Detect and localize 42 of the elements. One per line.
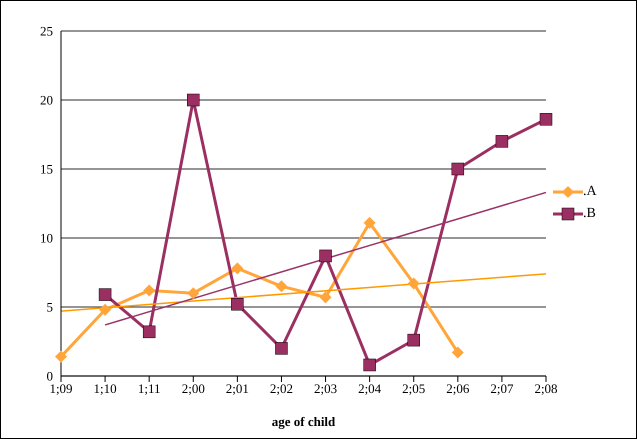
legend-label: .B	[583, 206, 596, 222]
y-tick-label: 20	[40, 92, 53, 108]
x-tick-label: 2;00	[182, 381, 205, 396]
point	[55, 350, 67, 363]
point	[408, 278, 420, 290]
point	[98, 288, 112, 301]
x-tick-label: 1;11	[138, 381, 160, 396]
x-tick-label: 2;02	[270, 381, 294, 396]
point	[363, 358, 376, 372]
point	[99, 304, 112, 316]
x-tick-label: 2;07	[490, 381, 514, 396]
legend-label: .A	[583, 184, 597, 200]
y-tick-label: 0	[46, 368, 53, 384]
point	[320, 291, 332, 304]
x-tick-label: 2;06	[446, 381, 470, 396]
point	[407, 334, 420, 346]
point	[143, 284, 156, 296]
point	[364, 216, 376, 229]
point	[231, 298, 244, 310]
point	[231, 262, 244, 274]
y-tick-label: 5	[46, 300, 53, 315]
point	[496, 135, 508, 148]
point	[187, 94, 200, 106]
point	[142, 326, 156, 338]
point	[275, 342, 288, 355]
x-axis-title: age of child	[272, 414, 336, 429]
point	[187, 287, 200, 300]
point	[275, 280, 288, 292]
point	[452, 162, 464, 176]
y-tick-label: 15	[40, 162, 53, 177]
y-tick-label: 10	[40, 230, 53, 246]
x-tick-label: 2;05	[402, 381, 426, 396]
x-tick-label: 2;08	[534, 381, 558, 396]
x-tick-label: 1;10	[94, 381, 117, 396]
point	[540, 113, 552, 126]
x-tick-label: 2;04	[358, 381, 382, 396]
x-tick-label: 1;09	[49, 381, 73, 396]
x-tick-label: 2;03	[314, 381, 338, 396]
point	[452, 346, 464, 359]
y-tick-label: 25	[40, 24, 53, 39]
x-tick-label: 2;01	[226, 381, 249, 396]
point	[319, 250, 332, 262]
